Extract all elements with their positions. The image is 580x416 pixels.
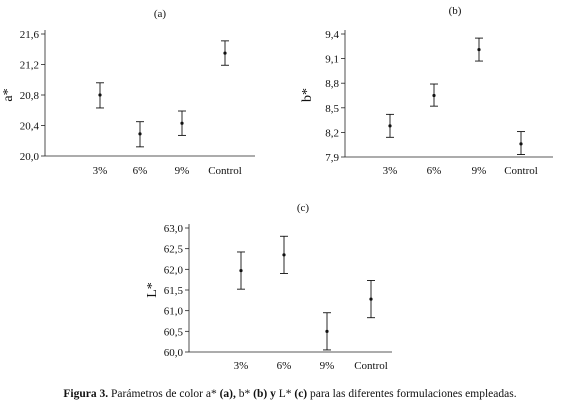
panel-c-y-axis-label: L* [145, 282, 160, 298]
panel-b-y-axis-label: b* [300, 88, 315, 102]
panel-b-x-tick-label: 3% [383, 165, 398, 177]
panel-a-x-tick-label: 9% [175, 165, 190, 177]
panel-c-y-tick-label: 60,0 [164, 347, 184, 359]
caption-text-3: L* [278, 388, 295, 400]
panel-a-x-tick-label: 6% [133, 165, 148, 177]
figure-plots: (a) 20,0 20,4 20,8 21,2 21,6 a* 3% 6% 9% Control (b… [1, 5, 553, 372]
panel-b-mean-point [432, 93, 436, 98]
caption-tag-b: (b) [253, 388, 268, 400]
panel-c-mean-point [282, 253, 286, 257]
panel-b-mean-point [519, 142, 523, 146]
panel-b-y-tick-label: 9,4 [325, 29, 339, 41]
panel-a-mean-point [138, 132, 142, 136]
panel-b-y-tick-label: 9,1 [325, 54, 339, 66]
panel-a-y-tick-label: 21,6 [20, 29, 40, 41]
panel-c-mean-point [325, 329, 329, 333]
panel-c-x-tick-label: 9% [320, 360, 335, 372]
figure-caption: Figura 3. Parámetros de color a* (a), b*… [0, 388, 580, 400]
panel-a-y-tick-label: 21,2 [20, 60, 39, 72]
panel-c-y-tick-label: 61,0 [164, 306, 184, 318]
caption-tag-a: (a), [219, 388, 236, 400]
panel-c-y-tick-label: 62,5 [164, 244, 184, 256]
panel-c-y-tick-label: 63,0 [164, 223, 184, 235]
caption-text-2: b* [235, 388, 254, 400]
caption-text-4: para las diferentes formulaciones emplea… [307, 388, 517, 400]
caption-figure-label: Figura 3. [63, 388, 109, 400]
panel-b-x-tick-label: Control [504, 165, 538, 177]
panel-a-label: (a) [154, 8, 167, 20]
panel-a-x-tick-label: Control [208, 165, 242, 177]
panel-b-x-tick-label: 9% [472, 165, 487, 177]
panel-a-x-tick-label: 3% [93, 165, 108, 177]
panel-c-mean-point [369, 297, 373, 301]
caption-tag-c: (c) [294, 388, 308, 400]
panel-a-y-axis-label: a* [1, 88, 16, 101]
panel-b-y-tick-label: 8,2 [325, 127, 339, 139]
panel-b-mean-point [477, 47, 481, 52]
panel-b-y-tick-label: 8,8 [325, 78, 339, 90]
caption-text-1: Parámetros de color a* [108, 388, 220, 400]
panel-c-x-tick-label: 6% [277, 360, 292, 372]
panel-a-mean-point [180, 121, 184, 125]
panel-a-mean-point [98, 93, 102, 97]
panel-c-y-tick-label: 61,5 [164, 285, 184, 297]
panel-a-mean-point [223, 51, 227, 55]
panel-b-y-tick-label: 7,9 [325, 152, 339, 164]
panel-c-y-tick-label: 62,0 [164, 264, 184, 276]
panel-c-label: (c) [297, 202, 310, 214]
panel-c-x-tick-label: 3% [234, 360, 249, 372]
panel-c-x-tick-label: Control [354, 360, 388, 372]
panel-a-y-tick-label: 20,4 [20, 121, 40, 133]
caption-conj: y [267, 388, 279, 400]
panel-c-mean-point [239, 268, 243, 273]
panel-a-y-tick-label: 20,8 [20, 90, 40, 102]
panel-b-label: (b) [449, 5, 462, 17]
panel-b-mean-point [388, 124, 392, 128]
panel-c-y-tick-label: 60,5 [164, 326, 184, 338]
panel-b-x-tick-label: 6% [427, 165, 442, 177]
panel-a-y-tick-label: 20,0 [20, 151, 40, 163]
panel-b-y-tick-label: 8,5 [325, 103, 339, 115]
